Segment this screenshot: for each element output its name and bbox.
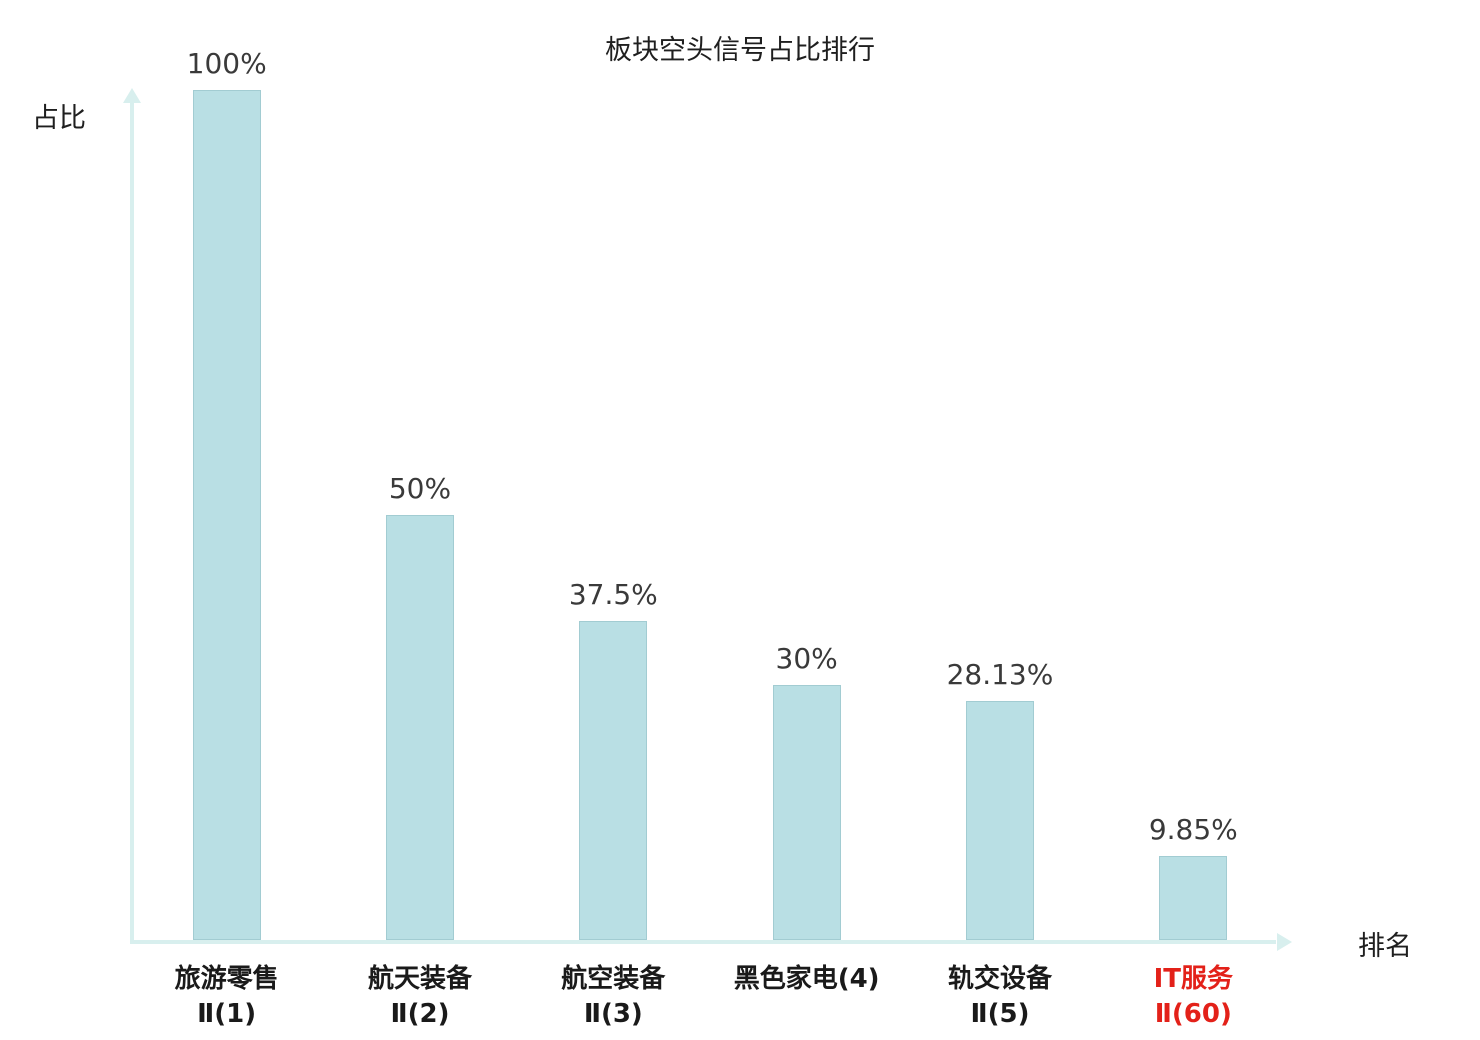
category-name: IT服务 xyxy=(1153,964,1233,994)
category-name: 航天装备 xyxy=(367,964,472,994)
bar-category-label: 黑色家电(4) xyxy=(677,962,937,997)
category-rank: Ⅱ(3) xyxy=(583,999,643,1030)
bar-value-label: 30% xyxy=(775,642,838,675)
category-name: 航空装备 xyxy=(561,964,666,994)
bar-slots: 100% 旅游零售 Ⅱ(1) 50% 航天装备 Ⅱ(2) 37.5% 航空装备 Ⅱ(3) 30% 黑… xyxy=(130,47,1290,1040)
x-axis-label: 排名 xyxy=(1358,931,1412,962)
plot-area: 100% 旅游零售 Ⅱ(1) 50% 航天装备 Ⅱ(2) 37.5% 航空装备 Ⅱ(3) 30% 黑… xyxy=(123,47,1292,1040)
bar-group: 100% 旅游零售 Ⅱ(1) xyxy=(130,47,323,1040)
y-axis-label: 占比 xyxy=(32,103,86,134)
category-rank: Ⅱ(60) xyxy=(1154,999,1232,1030)
category-name: 旅游零售 xyxy=(174,964,279,994)
y-axis-arrow-icon xyxy=(123,88,141,103)
bar xyxy=(772,685,841,940)
bar-value-label: 28.13% xyxy=(946,658,1054,691)
category-rank: Ⅱ(1) xyxy=(197,999,257,1030)
bar xyxy=(579,621,648,940)
bar-value-label: 9.85% xyxy=(1148,813,1238,846)
bar-group: 28.13% 轨交设备 Ⅱ(5) xyxy=(903,90,1096,1040)
bar xyxy=(1159,856,1228,940)
bar xyxy=(385,515,454,940)
category-name: 轨交设备 xyxy=(947,964,1052,994)
bar-category-label: 航空装备 Ⅱ(3) xyxy=(483,962,743,1032)
category-rank: Ⅱ(5) xyxy=(970,999,1030,1030)
y-axis-line xyxy=(130,102,134,944)
bar xyxy=(192,90,261,940)
bar xyxy=(965,701,1034,940)
bar-group: 37.5% 航空装备 Ⅱ(3) xyxy=(517,90,710,1040)
bar-group: 9.85% IT服务 Ⅱ(60) xyxy=(1097,90,1290,1040)
bar-category-label: 航天装备 Ⅱ(2) xyxy=(290,962,550,1032)
category-name: 黑色家电(4) xyxy=(733,964,880,994)
bar-value-label: 37.5% xyxy=(568,578,658,611)
bar-group: 30% 黑色家电(4) xyxy=(710,90,903,1040)
x-axis-line xyxy=(130,940,1276,944)
bar-value-label: 100% xyxy=(186,47,267,80)
bar-category-label: 旅游零售 Ⅱ(1) xyxy=(97,962,357,1032)
bar-category-label: 轨交设备 Ⅱ(5) xyxy=(870,962,1130,1032)
x-axis-arrow-icon xyxy=(1277,933,1292,951)
category-rank: Ⅱ(2) xyxy=(390,999,450,1030)
bar-category-label: IT服务 Ⅱ(60) xyxy=(1063,962,1323,1032)
chart-title: 板块空头信号占比排行 xyxy=(605,35,875,66)
bar-group: 50% 航天装备 Ⅱ(2) xyxy=(323,90,516,1040)
bar-value-label: 50% xyxy=(388,472,452,505)
